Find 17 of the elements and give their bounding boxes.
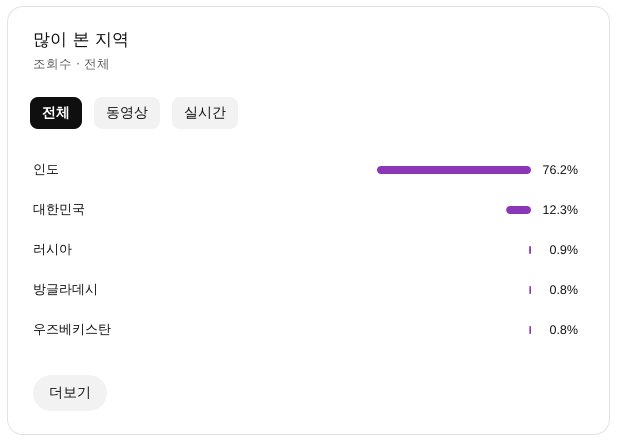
tab-button: 동영상 <box>94 97 160 129</box>
bar <box>377 166 531 174</box>
data-label: 0.9% <box>550 243 578 257</box>
data-label: 76.2% <box>542 163 578 177</box>
more-button: 더보기 <box>33 375 107 411</box>
tab-button: 실시간 <box>172 97 238 129</box>
data-label: 0.8% <box>550 283 578 297</box>
text: 많이 본 지역 <box>33 29 129 51</box>
y-tick-label: 우즈베키스탄 <box>33 322 111 338</box>
y-tick-label: 대한민국 <box>33 202 85 218</box>
text: 조회수 · 전체 <box>33 55 110 73</box>
tab-button: 전체 <box>30 97 82 129</box>
y-tick-label: 방글라데시 <box>33 282 98 298</box>
data-label: 12.3% <box>542 203 578 217</box>
data-label: 0.8% <box>550 323 578 337</box>
y-tick-label: 러시아 <box>33 242 72 258</box>
y-tick-label: 인도 <box>33 162 59 178</box>
